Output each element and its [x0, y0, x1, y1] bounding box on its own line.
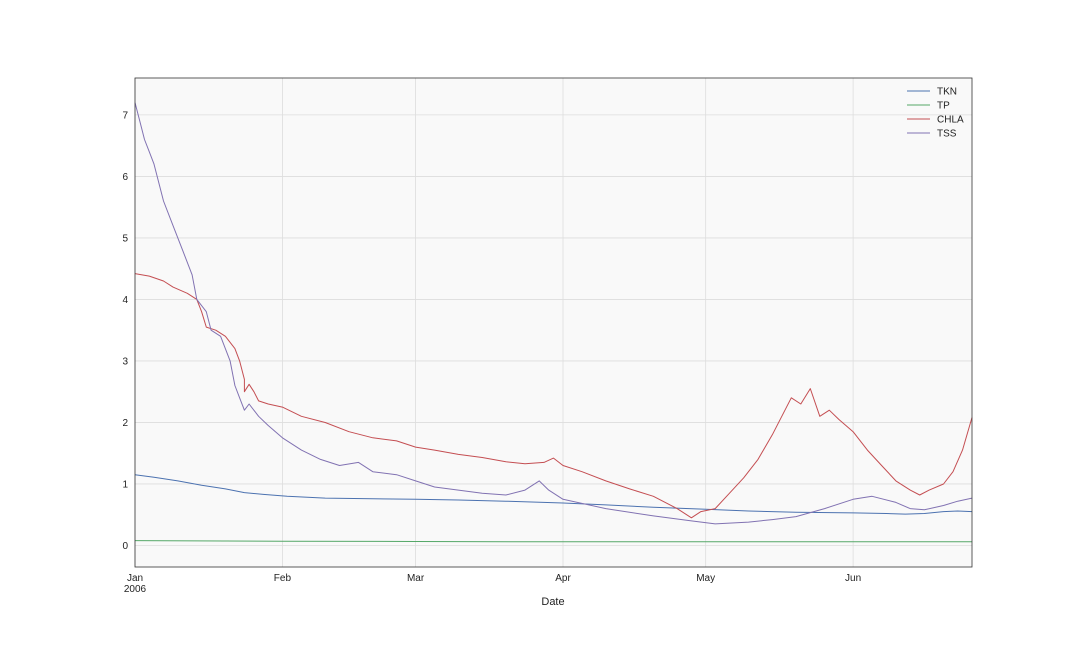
x-tick-label: Apr	[555, 573, 571, 584]
series-line-tp	[134, 540, 972, 543]
y-tick-label: 3	[122, 356, 128, 367]
x-tick-label: Jun	[845, 573, 861, 584]
y-tick-label: 1	[122, 479, 128, 490]
series-line-tss	[134, 102, 973, 525]
plot-frame	[134, 77, 973, 568]
legend-label-tkn: TKN	[937, 87, 957, 98]
y-tick-label: 0	[122, 541, 128, 552]
x-tick-sublabel: 2006	[124, 584, 147, 595]
y-tick-label: 7	[122, 110, 128, 121]
y-tick-label: 5	[122, 233, 128, 244]
legend: TKN TP CHLA TSS	[907, 87, 964, 140]
legend-label-tp: TP	[937, 101, 950, 112]
x-tick-label: May	[696, 573, 715, 584]
x-tick-label: Mar	[407, 573, 425, 584]
x-tick-label: Jan	[127, 573, 143, 584]
y-tick-label: 2	[122, 418, 128, 429]
plot-area	[135, 78, 972, 567]
x-tick-label: Feb	[274, 573, 292, 584]
series-lines	[134, 102, 973, 543]
x-axis-label: Date	[541, 596, 564, 608]
y-axis-ticks: 0 1 2 3 4 5 6 7	[122, 110, 128, 552]
legend-label-chla: CHLA	[937, 115, 964, 126]
y-tick-label: 6	[122, 172, 128, 183]
series-line-chla	[134, 273, 973, 519]
y-tick-label: 4	[122, 295, 128, 306]
series-line-tkn	[134, 474, 973, 515]
legend-label-tss: TSS	[937, 129, 957, 140]
